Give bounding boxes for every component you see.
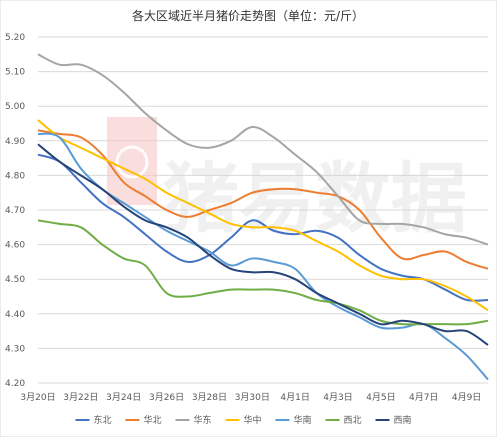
y-tick-label: 4.90 (5, 137, 25, 147)
y-tick-label: 4.20 (5, 379, 25, 389)
y-tick-label: 4.70 (5, 206, 25, 216)
series-line-华中 (37, 119, 489, 312)
series-line-华北 (37, 129, 489, 270)
series-line-西北 (37, 219, 489, 326)
x-tick-label: 3月20日 (20, 392, 55, 403)
legend-label: 西南 (394, 414, 412, 426)
chart-title: 各大区域近半月猪价走势图（单位：元/斤） (132, 8, 364, 23)
series-lines (37, 53, 489, 381)
legend-label: 东北 (94, 414, 112, 426)
y-tick-label: 5.10 (5, 68, 25, 78)
y-tick-label: 4.80 (5, 171, 25, 181)
axes: 4.20 4.30 4.40 4.50 4.60 4.70 4.80 4.90 5.00 5.10… (5, 33, 481, 403)
x-tick-label: 4月7日 (409, 392, 438, 403)
y-tick-label: 4.60 (5, 241, 25, 251)
watermark-text: 猪易数据 (163, 154, 467, 243)
x-tick-label: 4月9日 (452, 392, 481, 403)
y-tick-label: 5.20 (5, 33, 25, 43)
x-tick-label: 3月22日 (63, 392, 98, 403)
legend-label: 华北 (144, 414, 162, 426)
y-tick-label: 4.40 (5, 310, 25, 320)
legend-label: 华中 (244, 414, 262, 426)
y-tick-label: 4.30 (5, 344, 25, 354)
x-tick-label: 4月5日 (366, 392, 395, 403)
y-tick-label: 4.50 (5, 275, 25, 285)
grid-lines (38, 36, 488, 384)
series-line-华东 (37, 53, 489, 246)
x-tick-label: 4月3日 (323, 392, 352, 403)
legend-label: 华东 (194, 414, 212, 426)
y-tick-label: 5.00 (5, 102, 25, 112)
watermark-logo (107, 117, 157, 205)
legend-label: 西北 (344, 415, 362, 426)
x-tick-label: 3月24日 (106, 392, 141, 403)
x-tick-label: 3月28日 (192, 392, 227, 403)
series-line-西南 (37, 143, 489, 346)
x-tick-label: 3月26日 (149, 392, 184, 403)
watermark: 猪易数据 (107, 117, 467, 243)
legend-label: 华南 (294, 414, 312, 426)
x-tick-label: 4月1日 (280, 392, 309, 403)
series-line-东北 (37, 153, 489, 302)
legend: 东北 华北 华东 华中 华南 西北 西南 (75, 414, 412, 426)
x-tick-label: 3月30日 (235, 392, 270, 403)
watermark-logo-ring (115, 145, 149, 179)
